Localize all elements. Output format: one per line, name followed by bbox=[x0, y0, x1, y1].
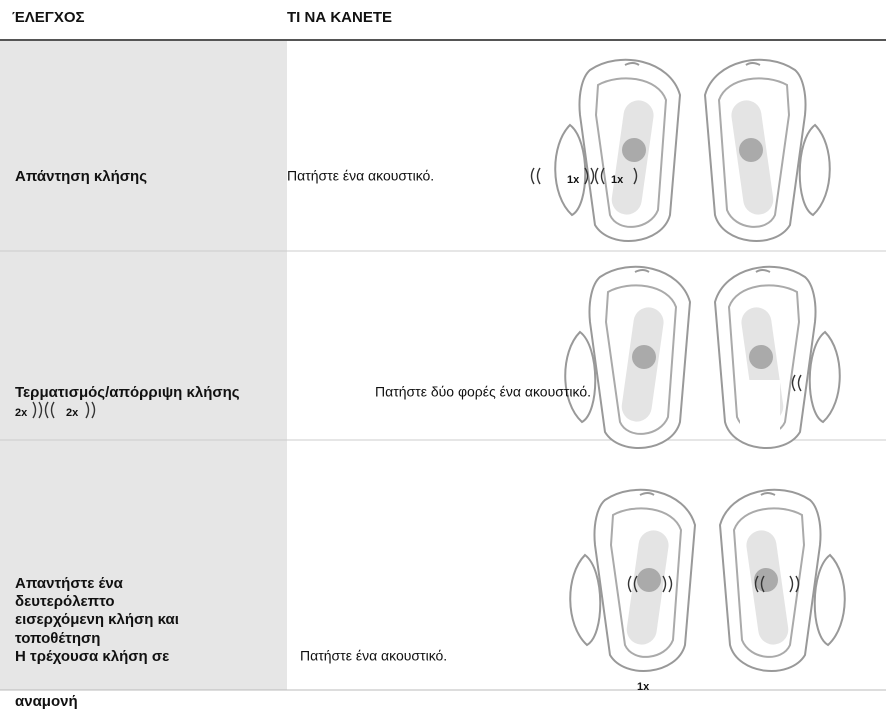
earbud-left bbox=[569, 488, 696, 673]
row-action: Πατήστε ένα ακουστικό. bbox=[287, 168, 434, 184]
earbud-right bbox=[704, 58, 831, 243]
row-control: Απαντήστε ένα bbox=[15, 575, 124, 592]
row-control: Τερματισμός/απόρριψη κλήσης bbox=[15, 384, 240, 401]
tap-count: 1x bbox=[567, 174, 580, 186]
control-column bbox=[0, 41, 287, 690]
row-action: Πατήστε ένα ακουστικό. bbox=[300, 648, 447, 664]
tap-waves bbox=[627, 575, 800, 593]
row-control: δευτερόλεπτο bbox=[15, 593, 115, 610]
tap-waves bbox=[530, 167, 638, 185]
header-control: ΈΛΕΓΧΟΣ bbox=[12, 9, 85, 26]
tap-waves bbox=[791, 374, 802, 392]
row-control: τοποθέτηση bbox=[15, 630, 100, 647]
tap-count: 2x bbox=[15, 407, 28, 419]
earbud-right bbox=[719, 488, 846, 673]
tap-waves bbox=[32, 401, 96, 419]
earbud-left bbox=[564, 265, 691, 450]
row-control: Η τρέχουσα κλήση σε bbox=[15, 648, 169, 665]
row-action: Πατήστε δύο φορές ένα ακουστικό. bbox=[375, 384, 591, 400]
earbud-left bbox=[554, 58, 681, 243]
row-control: αναμονή bbox=[15, 693, 78, 710]
header-action: ΤΙ ΝΑ ΚΑΝΕΤΕ bbox=[287, 9, 392, 26]
row-control: Απάντηση κλήσης bbox=[15, 168, 147, 185]
tap-count: 1x bbox=[637, 681, 650, 693]
row-control: εισερχόμενη κλήση και bbox=[15, 611, 179, 628]
tap-count: 2x bbox=[66, 407, 79, 419]
tap-count: 1x bbox=[611, 174, 624, 186]
